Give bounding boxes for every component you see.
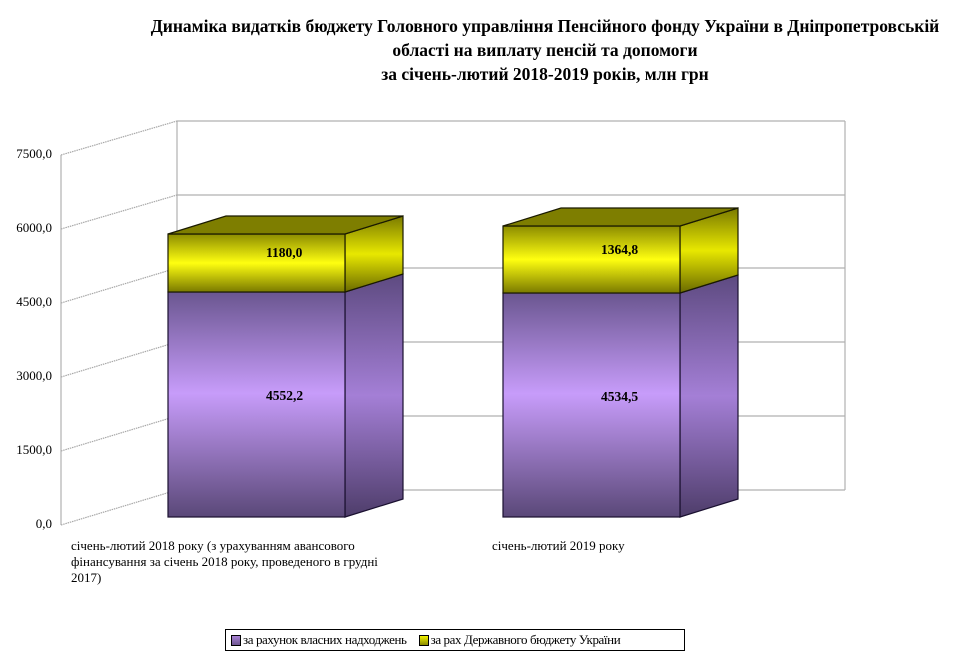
chart-title-line-2: області на виплату пенсій та допомоги [392, 40, 698, 60]
yellow-swatch-icon [418, 634, 429, 646]
bar-2019-top [502, 207, 739, 227]
y-tick-label: 4500,0 [16, 294, 52, 309]
y-tick-label: 3000,0 [16, 368, 52, 383]
chart-legend: за рахунок власних надходжень за рах Дер… [225, 629, 685, 651]
bar-2019-own-front [502, 292, 681, 518]
legend-label: за рах Державного бюджету України [430, 632, 621, 647]
chart-title-line-3: за січень-лютий 2018-2019 років, млн грн [381, 64, 709, 84]
data-label-2019-own: 4534,5 [601, 389, 639, 404]
category-label-2018: січень-лютий 2018 року (з урахуванням ав… [71, 538, 378, 585]
bar-2018-own-side [344, 273, 404, 518]
bar-2019-own-side [679, 274, 739, 518]
legend-label: за рахунок власних надходжень [243, 632, 407, 647]
y-tick-label: 0,0 [35, 516, 52, 531]
chart-title-line-1: Динаміка видатків бюджету Головного упра… [150, 16, 940, 36]
y-tick-label: 6000,0 [16, 220, 52, 235]
bar-2018-state-front [167, 233, 346, 293]
chart-title: Динаміка видатків бюджету Головного упра… [110, 14, 971, 86]
side-wall-gridlines [60, 120, 178, 526]
bar-2019[interactable] [502, 207, 739, 518]
bar-2018-top [167, 215, 404, 235]
y-tick-label: 1500,0 [16, 442, 52, 457]
data-label-2019-state: 1364,8 [601, 242, 639, 257]
bar-2018-own-front [167, 291, 346, 518]
bar-2019-state-front [502, 225, 681, 294]
legend-item-own-revenue: за рахунок власних надходжень [231, 632, 407, 648]
bar-2018[interactable] [167, 215, 404, 518]
legend-item-state-budget: за рах Державного бюджету України [418, 632, 621, 648]
data-label-2018-state: 1180,0 [266, 245, 303, 260]
data-label-2018-own: 4552,2 [266, 388, 304, 403]
y-tick-label: 7500,0 [16, 146, 52, 161]
category-label-2019: січень-лютий 2019 року [492, 538, 625, 553]
purple-swatch-icon [231, 634, 241, 646]
